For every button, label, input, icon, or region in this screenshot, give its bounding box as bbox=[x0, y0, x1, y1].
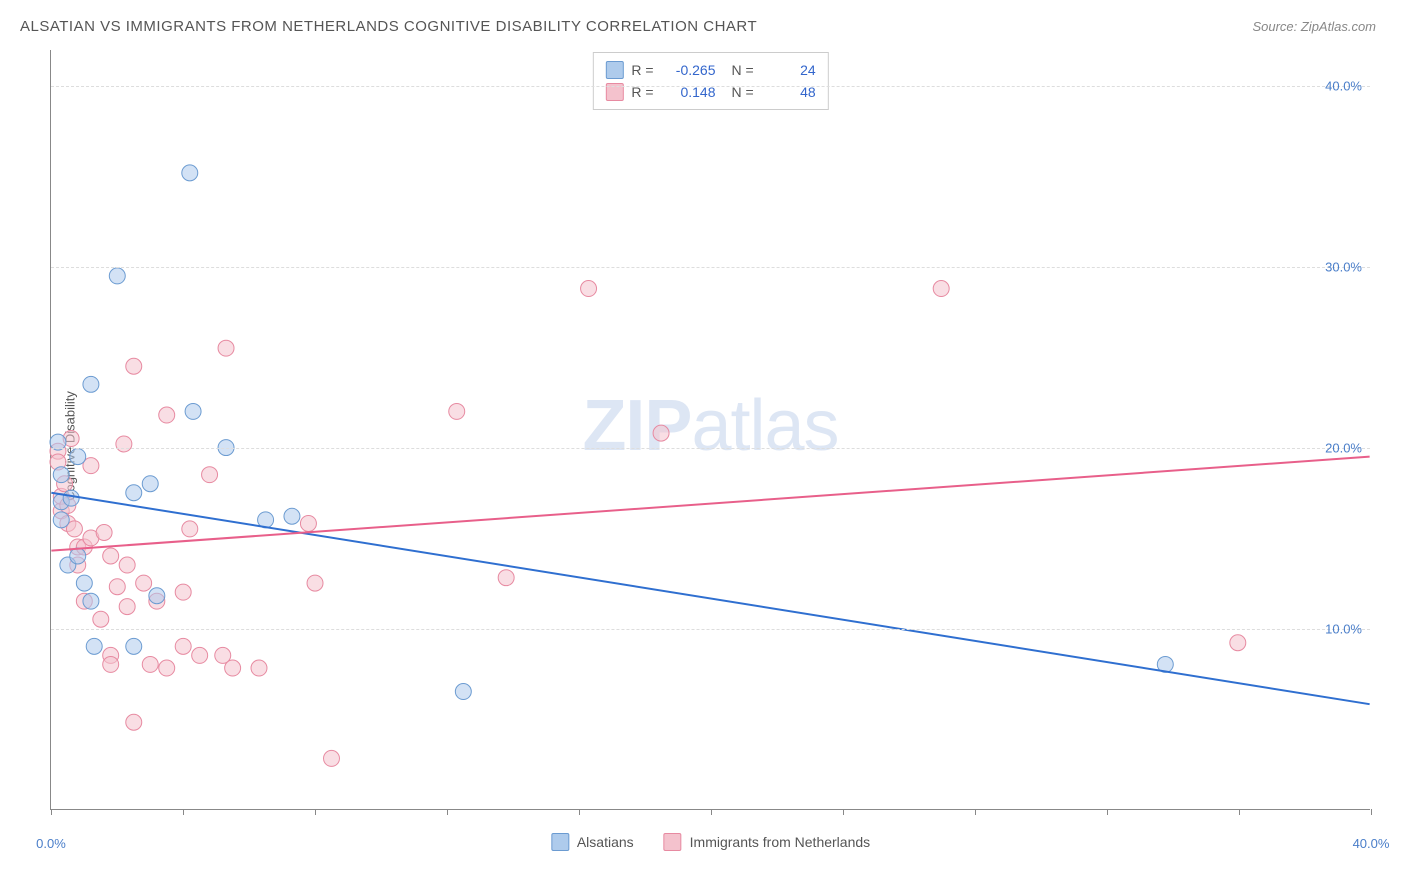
data-point bbox=[86, 638, 102, 654]
x-tick bbox=[183, 809, 184, 815]
data-point bbox=[126, 485, 142, 501]
y-tick-label: 10.0% bbox=[1325, 622, 1362, 637]
page-title: ALSATIAN VS IMMIGRANTS FROM NETHERLANDS … bbox=[20, 18, 757, 35]
data-point bbox=[119, 599, 135, 615]
data-point bbox=[581, 281, 597, 297]
data-point bbox=[126, 358, 142, 374]
data-point bbox=[136, 575, 152, 591]
x-tick-label: 0.0% bbox=[36, 836, 66, 851]
x-tick bbox=[1107, 809, 1108, 815]
data-point bbox=[116, 436, 132, 452]
series-legend: Alsatians Immigrants from Netherlands bbox=[551, 833, 870, 851]
data-point bbox=[93, 611, 109, 627]
data-point bbox=[300, 515, 316, 531]
x-tick bbox=[579, 809, 580, 815]
x-tick bbox=[315, 809, 316, 815]
data-point bbox=[70, 548, 86, 564]
chart-container: Cognitive Disability ZIPatlas R = -0.265… bbox=[20, 50, 1386, 842]
data-point bbox=[76, 575, 92, 591]
data-point bbox=[653, 425, 669, 441]
data-point bbox=[142, 656, 158, 672]
data-point bbox=[933, 281, 949, 297]
plot-area: ZIPatlas R = -0.265 N = 24 R = 0.148 N =… bbox=[50, 50, 1370, 810]
legend-item: Immigrants from Netherlands bbox=[664, 833, 871, 851]
data-point bbox=[498, 570, 514, 586]
data-point bbox=[119, 557, 135, 573]
data-point bbox=[109, 268, 125, 284]
y-tick-label: 40.0% bbox=[1325, 79, 1362, 94]
data-point bbox=[284, 508, 300, 524]
data-point bbox=[63, 490, 79, 506]
data-point bbox=[126, 638, 142, 654]
data-point bbox=[83, 376, 99, 392]
y-tick-label: 30.0% bbox=[1325, 260, 1362, 275]
gridline bbox=[51, 86, 1370, 87]
data-point bbox=[251, 660, 267, 676]
data-point bbox=[324, 750, 340, 766]
data-point bbox=[202, 467, 218, 483]
data-point bbox=[455, 684, 471, 700]
gridline bbox=[51, 267, 1370, 268]
x-tick bbox=[975, 809, 976, 815]
y-tick-label: 20.0% bbox=[1325, 441, 1362, 456]
gridline bbox=[51, 448, 1370, 449]
source-label: Source: ZipAtlas.com bbox=[1252, 19, 1376, 34]
data-point bbox=[185, 403, 201, 419]
data-point bbox=[307, 575, 323, 591]
legend-swatch-icon bbox=[551, 833, 569, 851]
x-tick bbox=[1239, 809, 1240, 815]
data-point bbox=[175, 584, 191, 600]
legend-item: Alsatians bbox=[551, 833, 634, 851]
data-point bbox=[103, 548, 119, 564]
x-tick bbox=[843, 809, 844, 815]
data-point bbox=[142, 476, 158, 492]
legend-swatch-icon bbox=[664, 833, 682, 851]
scatter-svg bbox=[51, 50, 1370, 809]
x-tick bbox=[1371, 809, 1372, 815]
data-point bbox=[225, 660, 241, 676]
x-tick bbox=[447, 809, 448, 815]
data-point bbox=[159, 660, 175, 676]
x-tick bbox=[711, 809, 712, 815]
data-point bbox=[182, 521, 198, 537]
data-point bbox=[96, 525, 112, 541]
data-point bbox=[1230, 635, 1246, 651]
data-point bbox=[175, 638, 191, 654]
data-point bbox=[53, 467, 69, 483]
data-point bbox=[70, 449, 86, 465]
data-point bbox=[83, 593, 99, 609]
data-point bbox=[53, 512, 69, 528]
data-point bbox=[103, 656, 119, 672]
x-tick-label: 40.0% bbox=[1353, 836, 1390, 851]
x-tick bbox=[51, 809, 52, 815]
data-point bbox=[109, 579, 125, 595]
data-point bbox=[449, 403, 465, 419]
data-point bbox=[126, 714, 142, 730]
trend-line bbox=[51, 457, 1369, 551]
data-point bbox=[192, 647, 208, 663]
data-point bbox=[182, 165, 198, 181]
gridline bbox=[51, 629, 1370, 630]
data-point bbox=[149, 588, 165, 604]
data-point bbox=[159, 407, 175, 423]
trend-line bbox=[51, 493, 1369, 704]
data-point bbox=[218, 340, 234, 356]
